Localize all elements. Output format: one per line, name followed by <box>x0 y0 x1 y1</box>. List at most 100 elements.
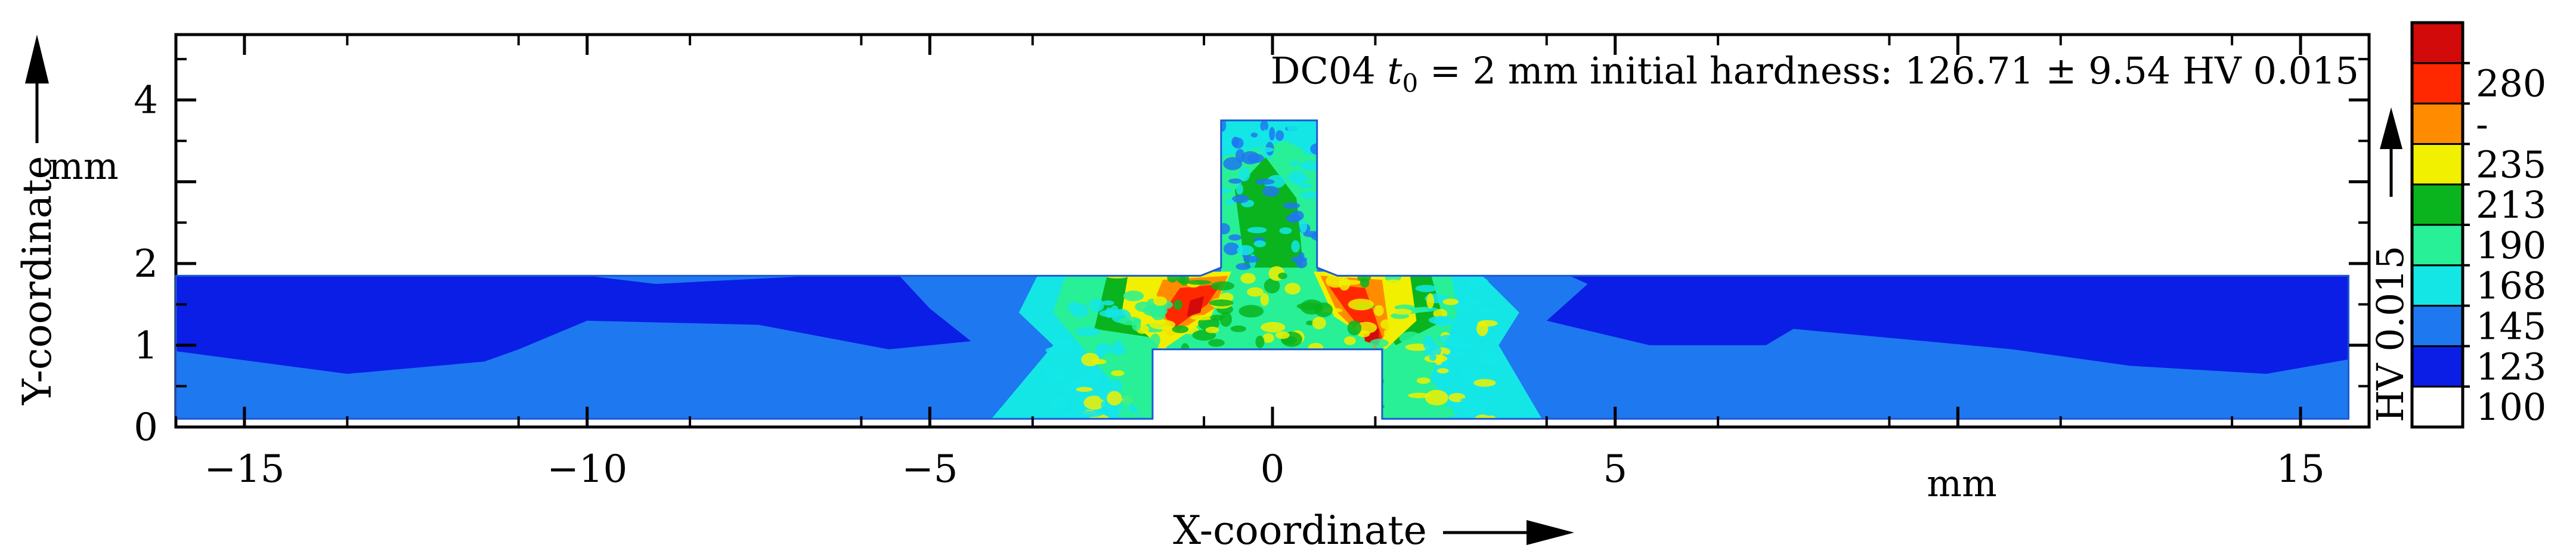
contour-speckle <box>1356 351 1370 360</box>
contour-speckle <box>1314 302 1333 317</box>
hardness-zone-low-left <box>176 271 971 374</box>
specimen-contour <box>175 119 2349 420</box>
contour-speckle <box>1076 410 1103 417</box>
contour-speckle <box>1255 364 1265 372</box>
colorbar-swatch <box>2411 224 2464 267</box>
contour-speckle <box>1260 120 1268 132</box>
contour-speckle <box>1176 275 1186 284</box>
colorbar-swatch <box>2411 305 2464 347</box>
contour-speckle <box>1219 311 1232 327</box>
contour-speckle <box>1275 331 1290 339</box>
contour-speckle <box>1442 298 1459 305</box>
colorbar-tick-label: 145 <box>2476 305 2546 348</box>
contour-speckle <box>1288 171 1306 184</box>
contour-speckle <box>1099 310 1125 318</box>
contour-speckle <box>1167 273 1178 283</box>
contour-speckle <box>1217 188 1232 194</box>
contour-speckle <box>1365 357 1379 364</box>
y-tick-label: 2 <box>134 242 158 286</box>
contour-speckle <box>1428 315 1453 324</box>
contour-speckle <box>1051 397 1068 410</box>
contour-speckle <box>1111 370 1125 376</box>
contour-speckle <box>1236 183 1243 195</box>
contour-speckle <box>1269 126 1275 141</box>
specimen-outline <box>175 119 2349 420</box>
hardness-zone-peak <box>1187 296 1205 317</box>
contour-speckle <box>1061 413 1079 419</box>
contour-speckle <box>1195 369 1221 380</box>
contour-speckle <box>1205 394 1222 403</box>
contour-speckle <box>1210 314 1224 321</box>
contour-speckle <box>1260 293 1269 306</box>
contour-speckle <box>1407 400 1416 412</box>
contour-speckle <box>1333 405 1351 419</box>
contour-speckle <box>1296 258 1308 268</box>
colorbar-tick-label: 168 <box>2476 264 2546 308</box>
contour-speckle <box>1045 346 1064 354</box>
colorbar-swatch <box>2411 62 2464 105</box>
contour-speckle <box>1337 362 1356 376</box>
colorbar-tick-label: 123 <box>2476 345 2546 388</box>
y-tick-label: 0 <box>134 406 158 450</box>
x-axis-unit: mm <box>1927 462 1997 505</box>
contour-speckle <box>1476 307 1497 313</box>
contour-speckle <box>1266 406 1285 416</box>
contour-speckle <box>1239 414 1255 419</box>
contour-speckle <box>1228 369 1246 383</box>
contour-speckle <box>1243 256 1259 263</box>
contour-speckle <box>1362 349 1370 364</box>
contour-speckle <box>1408 392 1431 398</box>
contour-speckle <box>1275 130 1284 141</box>
contour-speckle <box>1153 296 1168 306</box>
contour-speckle <box>1088 414 1110 419</box>
contour-speckle <box>1137 399 1163 411</box>
contour-speckle <box>1463 399 1488 415</box>
contour-speckle <box>1286 214 1302 223</box>
contour-speckle <box>1392 308 1412 315</box>
contour-speckle <box>1330 386 1351 401</box>
contour-speckle <box>1348 398 1365 413</box>
contour-speckle <box>1247 287 1264 297</box>
contour-speckle <box>1113 340 1124 355</box>
contour-speckle <box>1471 298 1483 307</box>
contour-speckle <box>1255 335 1265 348</box>
y-tick-label: 1 <box>134 324 158 368</box>
colorbar-tick-label: 280 <box>2476 62 2546 106</box>
contour-speckle <box>1416 378 1431 384</box>
contour-speckle <box>1348 298 1374 311</box>
contour-speckle <box>1473 379 1496 387</box>
contour-speckle <box>1262 333 1274 343</box>
contour-speckle <box>1228 178 1243 184</box>
contour-speckle <box>1239 168 1250 181</box>
contour-speckle <box>1272 353 1298 366</box>
contour-speckle <box>1299 160 1320 171</box>
contour-speckle <box>1308 343 1324 354</box>
contour-speckle <box>1123 290 1144 302</box>
contour-speckle <box>1383 327 1396 339</box>
contour-speckle <box>1214 407 1226 412</box>
x-axis: −15 −10 −5 0 5 15 <box>175 35 2325 491</box>
contour-speckle <box>1453 341 1475 349</box>
contour-speckle <box>1299 219 1307 233</box>
y-axis-label: Y-coordinate <box>14 156 60 405</box>
contour-speckle <box>1384 348 1393 354</box>
contour-speckle <box>1051 338 1075 345</box>
contour-speckle <box>1284 283 1301 295</box>
contour-speckle <box>1198 385 1221 391</box>
contour-speckle <box>1138 380 1152 392</box>
contour-speckle <box>1387 355 1409 361</box>
contour-speckle <box>1179 382 1198 390</box>
contour-speckle <box>1257 351 1277 357</box>
contour-speckle <box>1307 366 1317 376</box>
contour-speckle <box>1339 376 1363 387</box>
contour-speckle <box>1262 185 1280 197</box>
contour-speckle <box>1262 129 1269 141</box>
contour-speckle <box>1476 321 1488 336</box>
contour-speckle <box>1270 385 1294 393</box>
colorbar-swatch <box>2411 183 2464 226</box>
contour-speckle <box>1333 404 1357 409</box>
x-tick-label: 0 <box>1261 447 1285 491</box>
contour-speckle <box>1261 412 1278 418</box>
contour-speckle <box>1150 333 1160 347</box>
